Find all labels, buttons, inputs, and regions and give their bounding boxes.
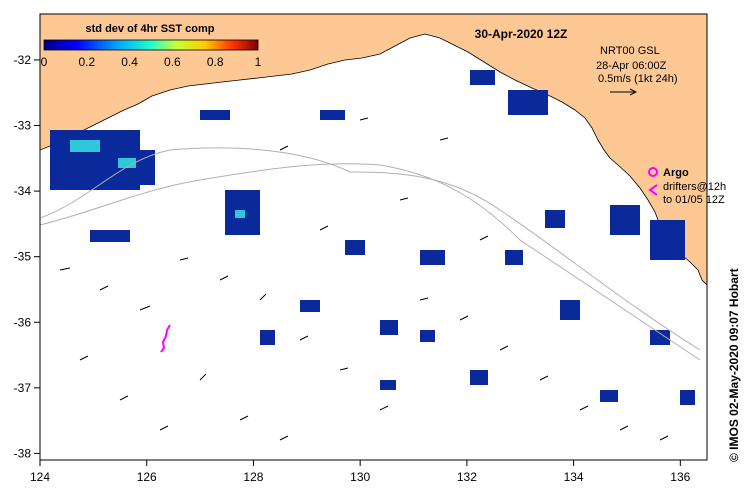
lon-tick-label: 130 — [350, 470, 370, 484]
lon-tick-label: 128 — [243, 470, 263, 484]
colorbar-tick-label: 0.2 — [78, 55, 95, 69]
lon-tick-label: 126 — [137, 470, 157, 484]
argo-marker-icon — [648, 167, 658, 177]
lon-tick-label: 132 — [457, 470, 477, 484]
colorbar-tick-label: 0.8 — [207, 55, 224, 69]
current-legend-line2: 28-Apr 06:00Z — [596, 60, 667, 72]
colorbar-title: std dev of 4hr SST comp — [86, 23, 215, 35]
lat-tick-label: -38 — [14, 446, 32, 460]
argo-legend: Argo drifters@12h to 01/05 12Z — [648, 167, 726, 206]
colorbar-tick-label: 0.6 — [164, 55, 181, 69]
current-legend: NRT00 GSL 28-Apr 06:00Z 0.5m/s (1kt 24h) — [596, 45, 677, 96]
colorbar-tick-label: 0 — [41, 55, 48, 69]
drifters-line1: drifters@12h — [663, 181, 726, 193]
latitude-axis: -32 -33 -34 -35 -36 -37 -38 — [14, 53, 40, 460]
colorbar-tick-label: 1 — [255, 55, 262, 69]
colorbar-gradient — [43, 39, 259, 51]
current-legend-line1: NRT00 GSL — [600, 45, 660, 57]
lat-tick-label: -35 — [14, 250, 32, 264]
argo-label: Argo — [663, 167, 689, 179]
date-title: 30-Apr-2020 12Z — [475, 27, 568, 41]
colorbar-tick-label: 0.4 — [121, 55, 138, 69]
legend-arrow-head-icon — [629, 88, 638, 96]
colorbar-ticks: 0 0.2 0.4 0.6 0.8 1 — [41, 55, 262, 69]
lat-tick-label: -33 — [14, 119, 32, 133]
longitude-axis: 124 126 128 130 132 134 136 — [30, 460, 691, 484]
lat-tick-label: -34 — [14, 184, 32, 198]
sst-highlights — [70, 140, 245, 218]
bathymetry-contours — [40, 147, 701, 361]
lat-tick-label: -32 — [14, 53, 32, 67]
lon-tick-label: 124 — [30, 470, 50, 484]
lon-tick-label: 136 — [670, 470, 690, 484]
current-vectors — [59, 117, 669, 441]
lat-tick-label: -37 — [14, 381, 32, 395]
drifter-track — [160, 324, 171, 353]
colorbar: std dev of 4hr SST comp 0 0.2 0.4 0.6 0.8 1 — [41, 23, 262, 69]
plot-border — [39, 13, 708, 461]
lat-tick-label: -36 — [14, 315, 32, 329]
lon-tick-label: 134 — [564, 470, 584, 484]
sst-patches — [50, 70, 695, 405]
drifter-marker-icon — [648, 184, 658, 196]
drifters-line2: to 01/05 12Z — [663, 194, 725, 206]
current-legend-line3: 0.5m/s (1kt 24h) — [598, 73, 677, 85]
imos-credit: © IMOS 02-May-2020 09:07 Hobart — [727, 268, 741, 462]
